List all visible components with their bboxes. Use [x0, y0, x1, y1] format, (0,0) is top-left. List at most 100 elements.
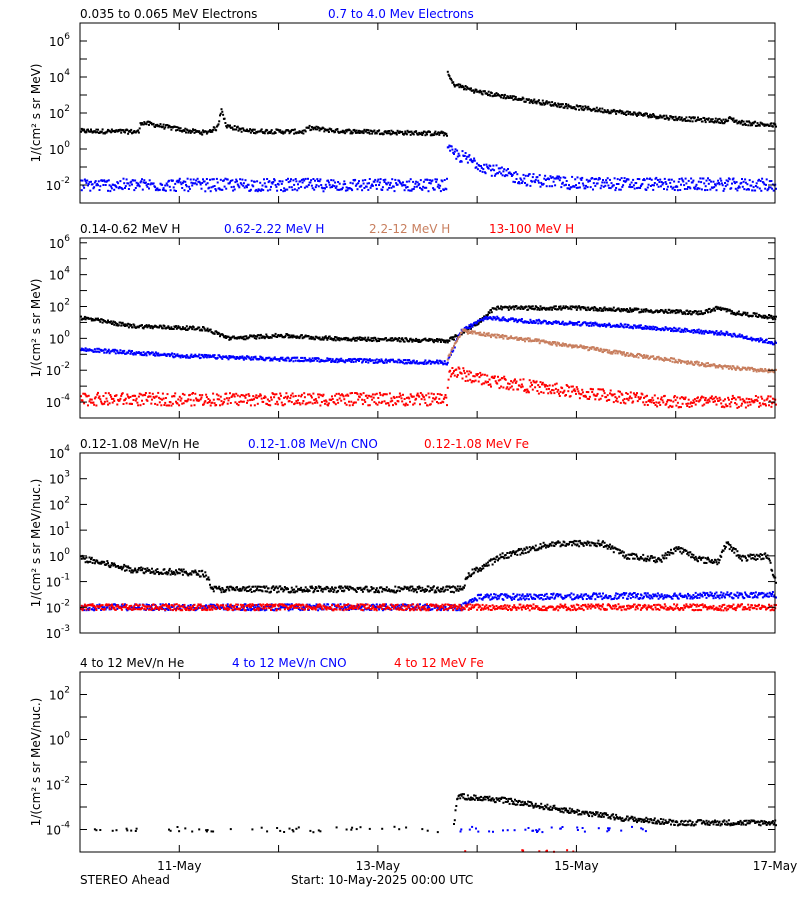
- data-point: [710, 397, 713, 400]
- data-point: [416, 181, 419, 184]
- data-point: [633, 187, 636, 190]
- data-point: [344, 132, 347, 135]
- data-point: [496, 315, 499, 318]
- data-point: [520, 336, 523, 339]
- data-point: [754, 395, 757, 397]
- data-point: [648, 399, 651, 402]
- data-point: [568, 386, 570, 389]
- data-point: [578, 108, 581, 111]
- data-point: [363, 399, 366, 402]
- data-point: [367, 336, 370, 339]
- data-point: [454, 148, 457, 151]
- data-point: [188, 356, 191, 359]
- data-point: [595, 348, 598, 351]
- data-point: [666, 188, 669, 191]
- data-point: [295, 400, 298, 403]
- data-point: [433, 132, 436, 134]
- data-point: [371, 398, 374, 401]
- data-point: [83, 315, 86, 318]
- data-point: [629, 183, 632, 186]
- data-point: [99, 185, 102, 188]
- data-point: [745, 368, 748, 371]
- data-point: [226, 402, 229, 405]
- data-point: [192, 356, 194, 358]
- data-point: [163, 325, 166, 327]
- data-point: [737, 396, 740, 399]
- data-point: [552, 342, 555, 345]
- data-point: [565, 180, 568, 182]
- data-point: [544, 320, 547, 323]
- data-point: [763, 370, 766, 373]
- data-point: [254, 396, 257, 399]
- data-point: [768, 314, 770, 316]
- data-point: [330, 337, 333, 340]
- data-point: [178, 127, 181, 130]
- data-point: [222, 334, 225, 337]
- data-point: [388, 360, 391, 363]
- data-point: [102, 184, 105, 186]
- data-point: [316, 401, 319, 404]
- data-point: [646, 309, 649, 312]
- data-point: [389, 133, 392, 136]
- data-point: [529, 184, 532, 187]
- data-point: [131, 394, 134, 397]
- data-point: [174, 125, 177, 128]
- data-point: [358, 129, 360, 132]
- data-point: [680, 311, 683, 314]
- data-point: [371, 132, 374, 135]
- data-point: [663, 114, 665, 117]
- data-point: [613, 324, 616, 327]
- data-point: [274, 332, 277, 335]
- data-point: [620, 177, 623, 180]
- data-point: [460, 86, 463, 89]
- data-point: [708, 179, 711, 182]
- data-point: [236, 180, 238, 183]
- data-point: [751, 189, 754, 192]
- data-point: [610, 309, 613, 312]
- data-point: [610, 182, 613, 185]
- data-point: [522, 308, 525, 310]
- data-point: [710, 180, 713, 183]
- data-point: [665, 114, 668, 117]
- data-point: [166, 326, 169, 329]
- data-point: [708, 400, 711, 403]
- data-point: [309, 360, 312, 363]
- data-point: [580, 179, 583, 181]
- data-point: [671, 187, 674, 190]
- data-point: [740, 181, 743, 184]
- data-point: [318, 129, 321, 132]
- data-point: [311, 402, 314, 405]
- data-point: [331, 359, 333, 362]
- data-point: [365, 340, 368, 342]
- data-point: [194, 353, 197, 356]
- data-point: [759, 121, 762, 124]
- data-point: [313, 398, 316, 401]
- data-point: [615, 112, 618, 115]
- data-point: [155, 352, 158, 355]
- data-point: [145, 398, 148, 401]
- data-point: [147, 120, 150, 123]
- data-point: [465, 329, 468, 332]
- data-point: [376, 403, 379, 406]
- data-point: [753, 400, 756, 403]
- data-point: [648, 115, 651, 118]
- data-point: [541, 383, 543, 386]
- data-point: [266, 178, 269, 180]
- data-point: [531, 102, 534, 105]
- data-point: [130, 324, 133, 326]
- data-point: [154, 189, 157, 192]
- data-point: [127, 396, 130, 399]
- data-point: [654, 404, 657, 406]
- data-point: [381, 186, 384, 189]
- data-point: [428, 182, 431, 184]
- data-point: [86, 395, 89, 398]
- data-point: [585, 309, 588, 312]
- data-point: [344, 402, 347, 405]
- data-point: [204, 355, 207, 358]
- data-point: [619, 188, 622, 191]
- data-point: [451, 338, 454, 341]
- data-point: [234, 401, 237, 404]
- data-point: [523, 177, 526, 180]
- data-point: [525, 391, 528, 394]
- data-point: [676, 309, 679, 312]
